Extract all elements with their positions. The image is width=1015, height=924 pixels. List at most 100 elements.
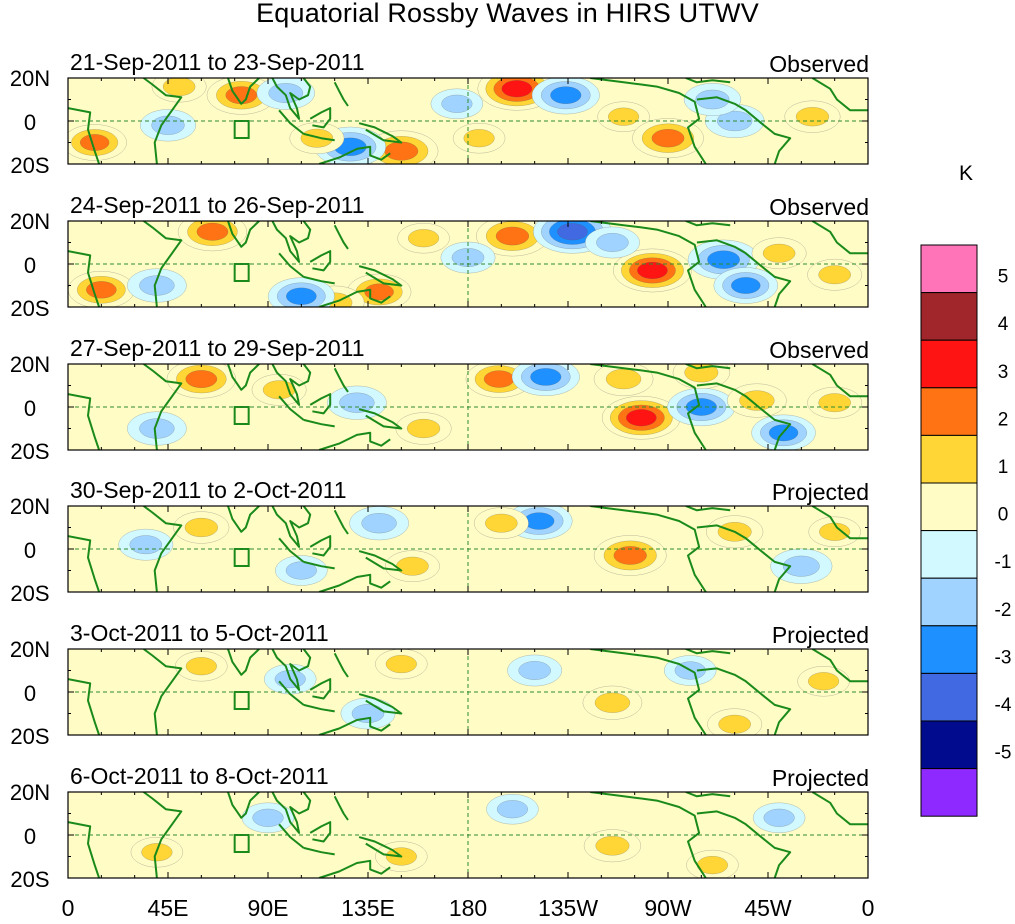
anomaly-cell bbox=[177, 221, 248, 252]
anomaly-cell bbox=[713, 267, 778, 304]
y-tick-label: 20N bbox=[10, 352, 50, 377]
anomaly-cell bbox=[397, 222, 450, 254]
anomaly-cell bbox=[166, 364, 236, 399]
anomaly-cell bbox=[173, 511, 230, 544]
x-tick-label: 90W bbox=[644, 895, 692, 921]
colorbar-swatch bbox=[920, 434, 978, 484]
x-tick-label: 0 bbox=[862, 895, 875, 921]
colorbar-swatch bbox=[920, 625, 978, 674]
anomaly-cell bbox=[784, 100, 841, 133]
panel-3: 20N 0 20S 27-Sep-2011 to 29-Sep-2011 Observe… bbox=[10, 335, 869, 464]
panel-period-label: 24-Sep-2011 to 26-Sep-2011 bbox=[70, 192, 365, 218]
anomaly-cell bbox=[118, 528, 174, 561]
anomaly-cell bbox=[385, 550, 440, 583]
panel-4: 20N 0 20S 30-Sep-2011 to 2-Oct-2011 Projecte… bbox=[10, 477, 869, 606]
anomaly-field bbox=[130, 794, 806, 878]
panel-period-label: 21-Sep-2011 to 23-Sep-2011 bbox=[70, 49, 365, 75]
x-tick-label: 90E bbox=[248, 895, 289, 921]
y-tick-label: 20S bbox=[10, 153, 49, 178]
colorbar-tick-label: -2 bbox=[995, 600, 1012, 621]
anomaly-cell bbox=[511, 364, 580, 396]
anomaly-cell bbox=[289, 122, 345, 154]
colorbar-swatch bbox=[920, 577, 978, 627]
anomaly-cell bbox=[582, 685, 643, 720]
panel-status-label: Projected bbox=[772, 479, 869, 505]
colorbar-tick-label: -4 bbox=[995, 695, 1012, 716]
anomaly-cell bbox=[601, 395, 681, 440]
anomaly-cell bbox=[127, 411, 187, 446]
y-tick-label: 0 bbox=[24, 253, 36, 278]
coastlines bbox=[68, 364, 868, 450]
anomaly-cell bbox=[486, 794, 539, 825]
index-box-marker bbox=[233, 834, 250, 853]
anomaly-cell bbox=[593, 364, 654, 397]
coastlines bbox=[68, 221, 868, 307]
x-tick-label: 45W bbox=[744, 895, 792, 921]
colorbar-units-label: K bbox=[959, 162, 973, 185]
y-tick-label: 0 bbox=[24, 538, 36, 563]
coastlines bbox=[68, 649, 868, 735]
y-tick-label: 0 bbox=[24, 110, 36, 135]
colorbar: 5 4 3 2 1 0 -1 -2 -3 -4 -5 K bbox=[920, 162, 1012, 817]
colorbar-tick-label: 4 bbox=[998, 314, 1009, 335]
coastlines bbox=[68, 78, 868, 164]
y-tick-label: 20S bbox=[10, 581, 49, 606]
anomaly-cell bbox=[683, 83, 742, 116]
colorbar-tick-label: -1 bbox=[995, 552, 1012, 573]
y-tick-label: 20N bbox=[10, 637, 50, 662]
anomaly-cell bbox=[531, 78, 600, 115]
panel-frame bbox=[67, 77, 869, 165]
colorbar-swatch bbox=[920, 292, 978, 341]
y-tick-label: 20S bbox=[10, 867, 49, 892]
anomaly-cell bbox=[473, 507, 529, 540]
anomaly-cell bbox=[807, 386, 863, 419]
index-box-marker bbox=[233, 263, 250, 282]
anomaly-cell bbox=[127, 268, 187, 303]
anomaly-cell bbox=[327, 385, 387, 420]
anomaly-cell bbox=[349, 506, 409, 541]
panel-period-label: 27-Sep-2011 to 29-Sep-2011 bbox=[70, 335, 365, 361]
colorbar-tick-label: 5 bbox=[998, 267, 1009, 288]
y-tick-label: 20N bbox=[10, 66, 50, 91]
coastlines bbox=[68, 506, 868, 592]
anomaly-cell bbox=[139, 109, 196, 142]
x-tick-label: 180 bbox=[449, 895, 487, 921]
colorbar-tick-label: 3 bbox=[998, 362, 1009, 383]
colorbar-tick-label: 0 bbox=[998, 505, 1009, 526]
anomaly-cell bbox=[583, 829, 642, 863]
colorbar-swatch bbox=[920, 768, 978, 817]
anomaly-cell bbox=[770, 548, 833, 584]
y-tick-label: 20N bbox=[10, 209, 50, 234]
panel-status-label: Observed bbox=[769, 337, 869, 363]
coastlines bbox=[68, 792, 868, 878]
colorbar-tick-label: 2 bbox=[998, 409, 1009, 430]
panel-6: 20N 0 20S 6-Oct-2011 to 8-Oct-2011 Projected bbox=[10, 763, 869, 892]
panel-period-label: 6-Oct-2011 to 8-Oct-2011 bbox=[70, 763, 329, 789]
panel-status-label: Observed bbox=[769, 194, 869, 220]
anomaly-cell bbox=[68, 271, 135, 307]
anomaly-cell bbox=[275, 555, 328, 586]
index-box-marker bbox=[233, 406, 250, 425]
panel-period-label: 3-Oct-2011 to 5-Oct-2011 bbox=[70, 620, 329, 646]
panel-status-label: Projected bbox=[772, 622, 869, 648]
anomaly-cell bbox=[452, 122, 506, 154]
colorbar-swatch bbox=[920, 672, 978, 722]
y-tick-label: 20S bbox=[10, 724, 49, 749]
anomaly-cell bbox=[751, 237, 807, 270]
panel-frame bbox=[67, 363, 869, 451]
y-tick-label: 20N bbox=[10, 494, 50, 519]
index-box-marker bbox=[233, 548, 250, 567]
anomaly-cell bbox=[752, 802, 806, 833]
anomaly-cell bbox=[593, 535, 667, 576]
anomaly-cell bbox=[585, 226, 640, 259]
panel-period-label: 30-Sep-2011 to 2-Oct-2011 bbox=[70, 477, 347, 503]
panels-layer: 20N 0 20S 21-Sep-2011 to 23-Sep-2011 Observe… bbox=[10, 49, 869, 892]
y-tick-label: 20S bbox=[10, 296, 49, 321]
y-tick-label: 0 bbox=[24, 681, 36, 706]
anomaly-cell bbox=[507, 654, 563, 687]
panel-frame bbox=[67, 648, 869, 736]
chart-title: Equatorial Rossby Waves in HIRS UTWV bbox=[256, 0, 759, 28]
anomaly-cell bbox=[686, 849, 739, 878]
x-tick-label: 135E bbox=[341, 895, 395, 921]
colorbar-tick-label: -5 bbox=[995, 743, 1012, 764]
